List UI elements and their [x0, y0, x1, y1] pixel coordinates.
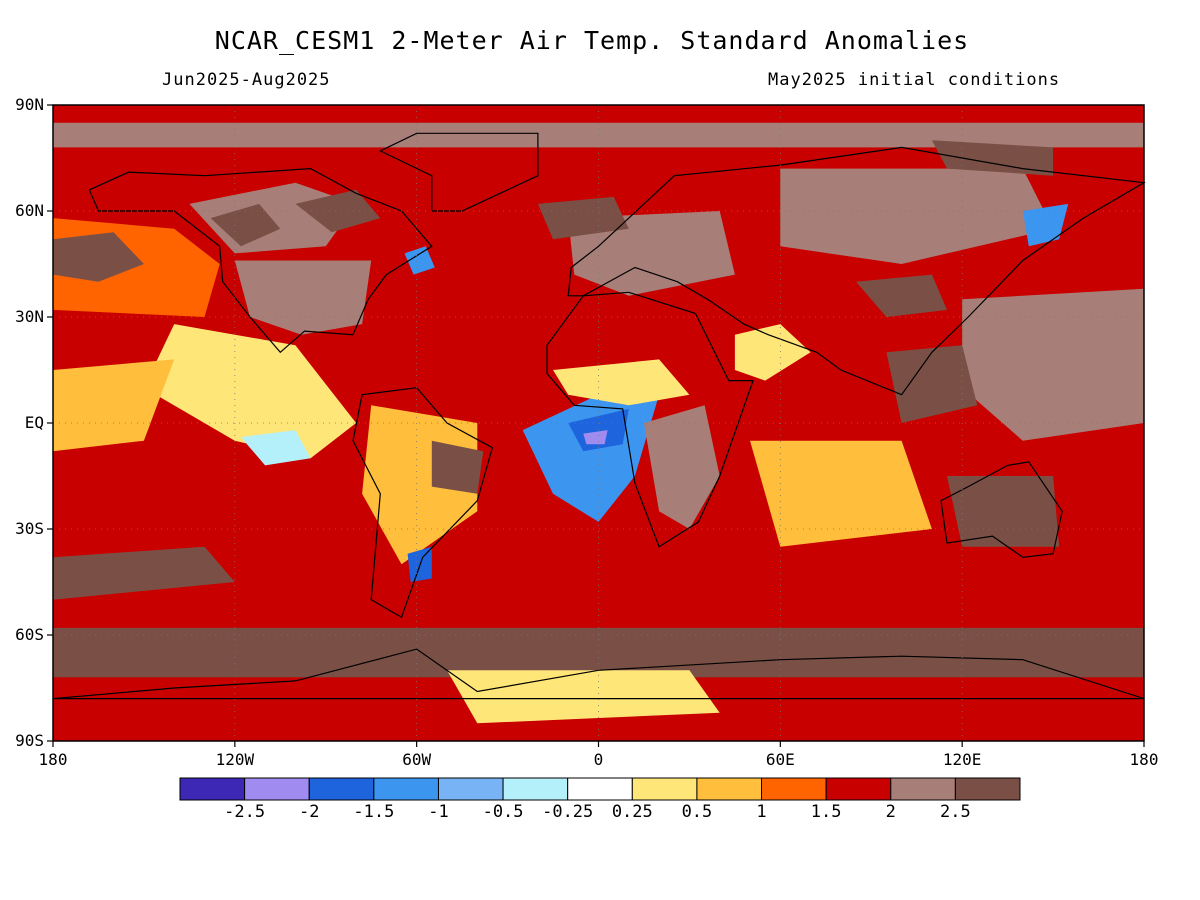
- lon-label: 180: [1129, 750, 1159, 769]
- lon-label: 60W: [402, 750, 432, 769]
- region-okhotsk-cool: [1022, 203, 1069, 247]
- eurasia-coast: [567, 146, 1146, 396]
- region-indian-ocean-mild: [750, 440, 932, 547]
- greenland-coast: [378, 132, 539, 212]
- lon-label: 180: [38, 750, 68, 769]
- colorbar-label: 2.5: [940, 802, 971, 822]
- colorbar-swatch: [373, 777, 439, 801]
- colorbar-label: -1.5: [353, 802, 395, 822]
- region-south-pacific-extreme: [53, 546, 235, 600]
- region-europe-warm: [568, 211, 735, 296]
- region-east-pacific-cool: [240, 430, 311, 466]
- region-china-extreme: [856, 274, 947, 317]
- colorbar-swatch: [437, 777, 504, 801]
- lat-label: 90S: [15, 731, 44, 750]
- region-maritime-extreme: [886, 345, 978, 423]
- region-tropical-pacific-mild: [53, 359, 175, 452]
- lat-label: 60N: [15, 201, 44, 220]
- axis-ticks: [47, 104, 1145, 747]
- region-alaska-pacific-extreme: [53, 232, 144, 282]
- region-arabia-neutral: [734, 324, 811, 381]
- gridlines: [53, 105, 1144, 741]
- colorbar-label: 2: [885, 802, 896, 822]
- lon-label: 120E: [942, 750, 982, 769]
- region-sahara-neutral: [553, 359, 690, 406]
- colorbar-label: -0.25: [542, 802, 594, 822]
- colorbar-label: 0.25: [611, 802, 653, 822]
- region-hudson-extreme: [295, 189, 381, 233]
- colorbar-swatch: [890, 777, 956, 801]
- region-siberia-extreme: [931, 140, 1054, 176]
- map-title: NCAR_CESM1 2-Meter Air Temp. Standard An…: [214, 26, 970, 55]
- region-usa-warm: [234, 260, 372, 335]
- lat-label: 60S: [15, 625, 44, 644]
- colorbar-swatch: [954, 777, 1021, 801]
- region-brazil-extreme: [431, 440, 484, 494]
- colorbar-swatch: [244, 777, 310, 801]
- colorbar-label: -2.5: [224, 802, 266, 822]
- colorbar-swatch: [567, 777, 633, 801]
- lon-label: 60E: [765, 750, 795, 769]
- colorbar-swatch: [308, 777, 375, 801]
- forecast-period: Jun2025-Aug2025: [162, 70, 331, 90]
- region-west-pacific-warm: [962, 288, 1144, 441]
- region-east-pacific-neutral: [143, 324, 357, 459]
- south-america-coast: [352, 387, 494, 619]
- region-africa-warm: [644, 405, 720, 529]
- colorbar-swatch: [631, 777, 698, 801]
- lat-label: 90N: [15, 95, 44, 114]
- colorbar-swatch: [825, 777, 892, 801]
- lon-label: 120W: [215, 750, 255, 769]
- lat-label: 30S: [15, 519, 44, 538]
- colorbar-swatch: [502, 777, 569, 801]
- region-canada-extreme: [210, 203, 281, 247]
- colorbar-label: 1.5: [810, 802, 842, 822]
- region-atlantic-coolest: [583, 430, 608, 445]
- colorbar-swatch: [696, 777, 763, 801]
- antarctica-coast: [52, 648, 1145, 700]
- lat-label: EQ: [24, 413, 44, 432]
- colorbar-label: 0.5: [681, 802, 713, 822]
- region-greenland-sea-extreme: [537, 196, 629, 240]
- region-siberia-warm: [780, 168, 1054, 264]
- initial-conditions: May2025 initial conditions: [768, 70, 1061, 90]
- colorbar-label: -1: [428, 802, 449, 822]
- colorbar-label: -0.5: [482, 802, 524, 822]
- colorbar-label: 1: [756, 802, 767, 822]
- africa-coast: [546, 291, 754, 548]
- anomaly-regions: [53, 122, 1144, 741]
- lon-label: 0: [593, 750, 604, 769]
- colorbar-swatch: [179, 777, 246, 801]
- coastlines: [52, 132, 1146, 700]
- australia-coast: [940, 461, 1063, 558]
- region-great-lakes-cool: [404, 246, 435, 275]
- region-atlantic-cooler: [568, 408, 629, 452]
- colorbar-swatch: [761, 777, 827, 801]
- colorbar-label: -2: [298, 802, 320, 822]
- region-weddell-neutral: [447, 670, 720, 724]
- lat-label: 30N: [15, 307, 44, 326]
- north-america-coast: [88, 167, 433, 354]
- region-southern-ocean-extreme: [53, 627, 1144, 678]
